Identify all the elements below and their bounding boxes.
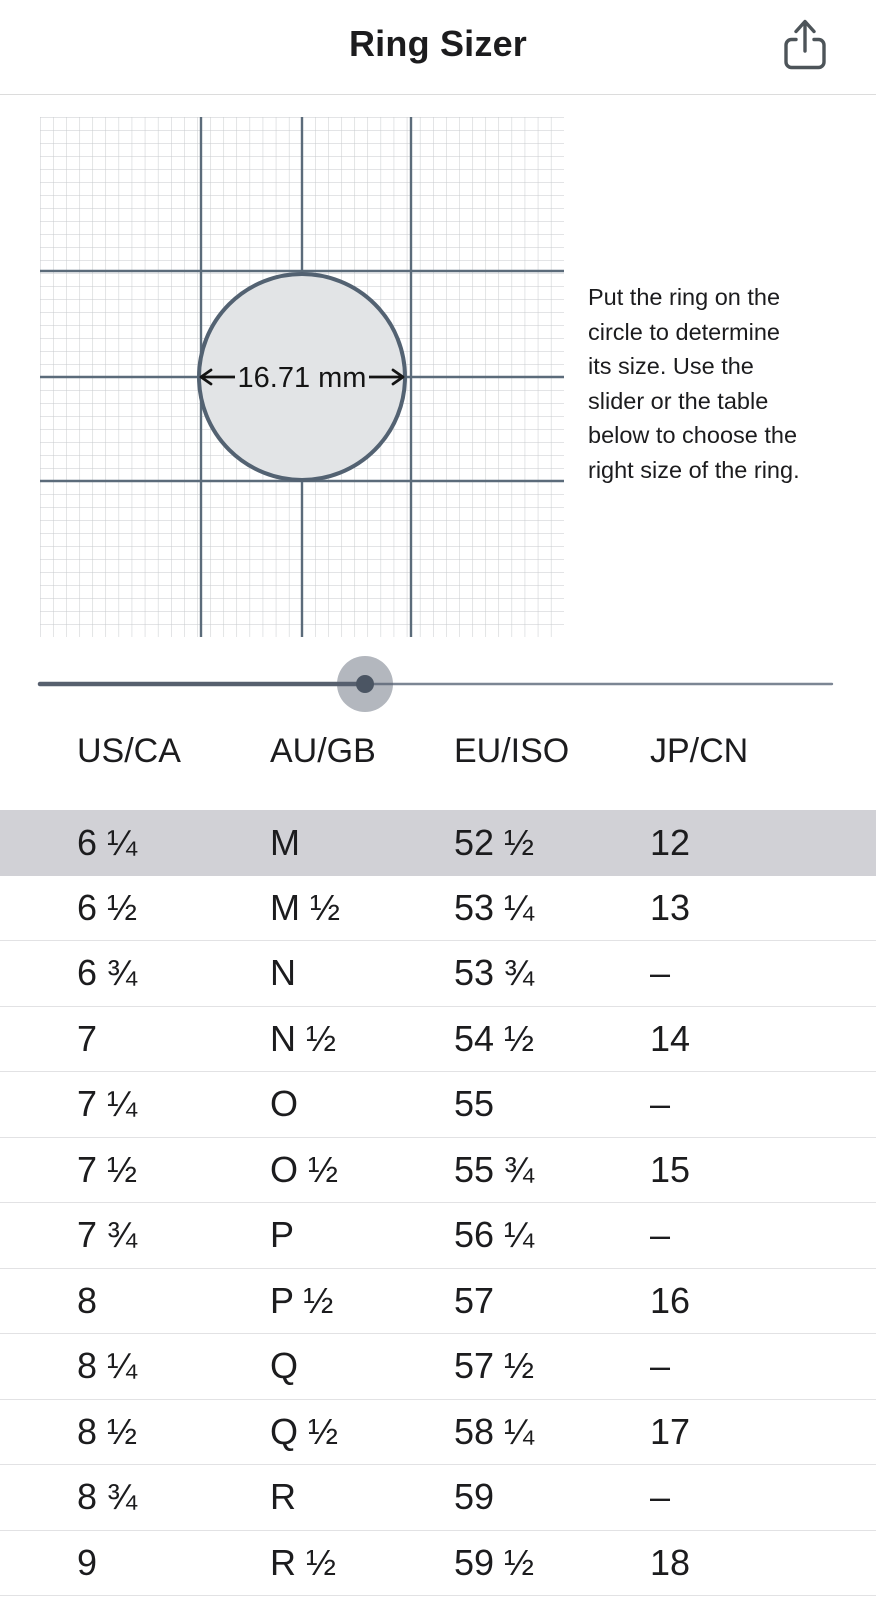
svg-text:16.71 mm: 16.71 mm: [238, 362, 367, 394]
